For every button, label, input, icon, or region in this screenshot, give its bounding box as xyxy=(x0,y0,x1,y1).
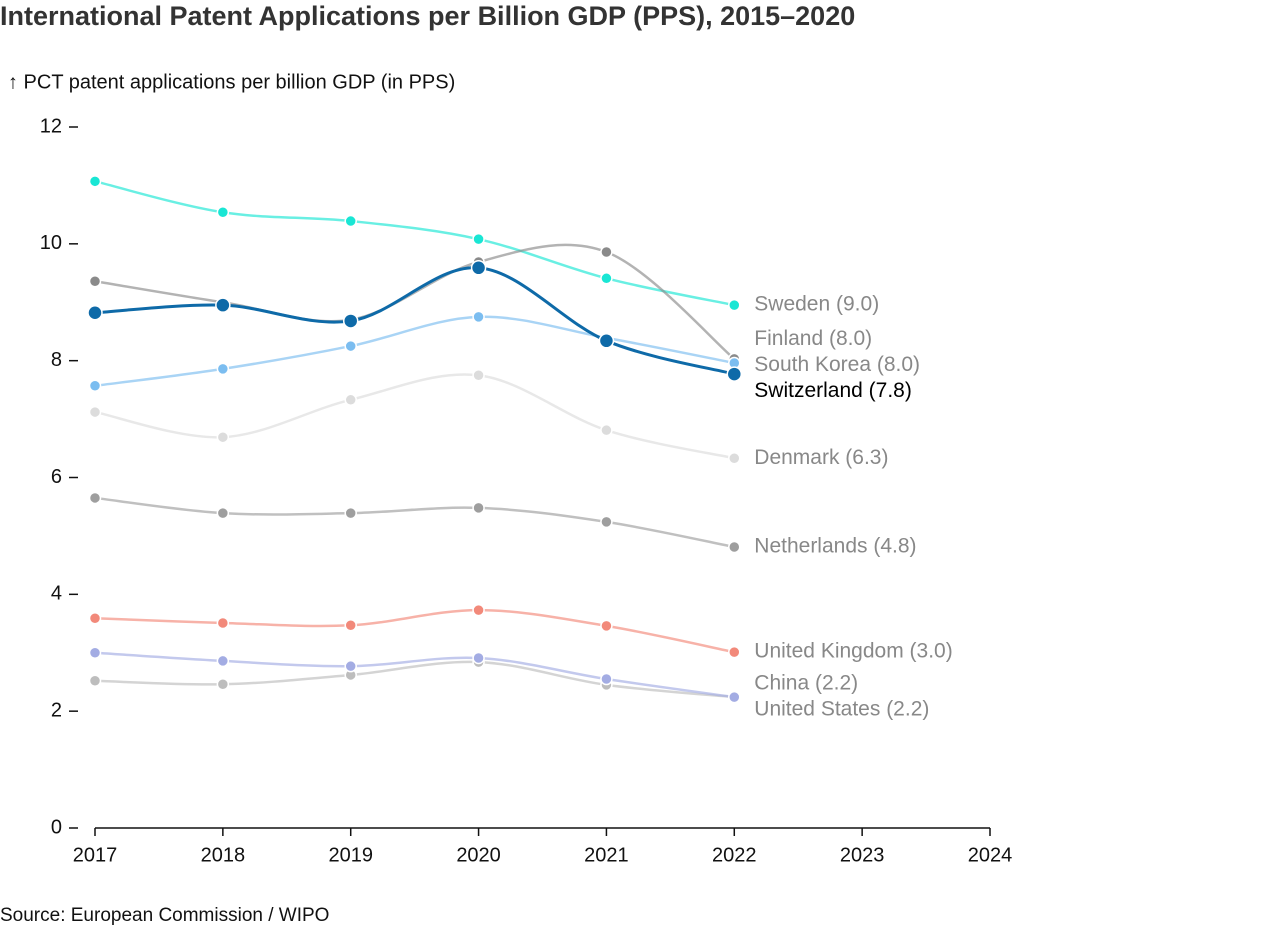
point xyxy=(473,370,484,381)
point xyxy=(601,516,612,527)
point xyxy=(473,311,484,322)
x-tick-label: 2024 xyxy=(968,844,1013,866)
point xyxy=(729,453,740,464)
y-axis-label: ↑ PCT patent applications per billion GD… xyxy=(8,71,455,93)
point xyxy=(601,674,612,685)
x-tick-label: 2021 xyxy=(584,844,629,866)
y-tick-label: 12 xyxy=(40,115,62,137)
point xyxy=(472,261,486,275)
point xyxy=(729,647,740,658)
point xyxy=(601,620,612,631)
y-tick-label: 8 xyxy=(51,349,62,371)
point xyxy=(88,306,102,320)
point xyxy=(90,647,101,658)
series-label: South Korea (8.0) xyxy=(754,353,920,376)
point xyxy=(601,273,612,284)
series-line xyxy=(95,610,734,652)
point xyxy=(345,394,356,405)
x-tick-label: 2023 xyxy=(840,844,885,866)
series-label: Finland (8.0) xyxy=(754,327,872,350)
x-tick-label: 2020 xyxy=(456,844,501,866)
series-line xyxy=(95,653,734,697)
y-tick-label: 6 xyxy=(51,466,62,488)
point xyxy=(217,655,228,666)
y-tick-label: 2 xyxy=(51,699,62,721)
point xyxy=(729,300,740,311)
point xyxy=(217,363,228,374)
point xyxy=(345,341,356,352)
point xyxy=(90,176,101,187)
point xyxy=(217,617,228,628)
point xyxy=(473,653,484,664)
point xyxy=(217,679,228,690)
point xyxy=(90,407,101,418)
series-label: Denmark (6.3) xyxy=(754,446,888,469)
series-label: United Kingdom (3.0) xyxy=(754,640,952,663)
series-line xyxy=(95,245,734,359)
point xyxy=(601,247,612,258)
series-line xyxy=(95,374,734,458)
series-label: United States (2.2) xyxy=(754,698,929,721)
series-line xyxy=(95,662,734,697)
point xyxy=(217,508,228,519)
y-tick-label: 10 xyxy=(40,232,62,254)
point xyxy=(345,216,356,227)
point xyxy=(729,542,740,553)
point xyxy=(90,380,101,391)
series-line xyxy=(95,268,734,374)
series-label: Switzerland (7.8) xyxy=(754,379,912,402)
series-label: Sweden (9.0) xyxy=(754,293,879,316)
series-line xyxy=(95,498,734,547)
point xyxy=(217,207,228,218)
point xyxy=(601,425,612,436)
series-line xyxy=(95,181,734,305)
point xyxy=(90,613,101,624)
source: Source: European Commission / WIPO xyxy=(0,905,329,926)
point xyxy=(90,675,101,686)
point xyxy=(729,692,740,703)
point xyxy=(473,605,484,616)
point xyxy=(345,620,356,631)
x-tick-label: 2018 xyxy=(201,844,246,866)
y-tick-label: 4 xyxy=(51,583,62,605)
x-tick-label: 2017 xyxy=(73,844,118,866)
point xyxy=(344,314,358,328)
point xyxy=(599,334,613,348)
point xyxy=(727,367,741,381)
series-label: Netherlands (4.8) xyxy=(754,535,916,558)
point xyxy=(473,502,484,513)
y-tick-label: 0 xyxy=(51,816,62,838)
point xyxy=(345,661,356,672)
x-tick-label: 2019 xyxy=(328,844,373,866)
point xyxy=(90,492,101,503)
x-tick-label: 2022 xyxy=(712,844,757,866)
series-label: China (2.2) xyxy=(754,672,858,695)
point xyxy=(90,276,101,287)
point xyxy=(345,508,356,519)
point xyxy=(217,432,228,443)
point xyxy=(216,298,230,312)
chart-title: International Patent Applications per Bi… xyxy=(0,1,855,31)
point xyxy=(473,234,484,245)
